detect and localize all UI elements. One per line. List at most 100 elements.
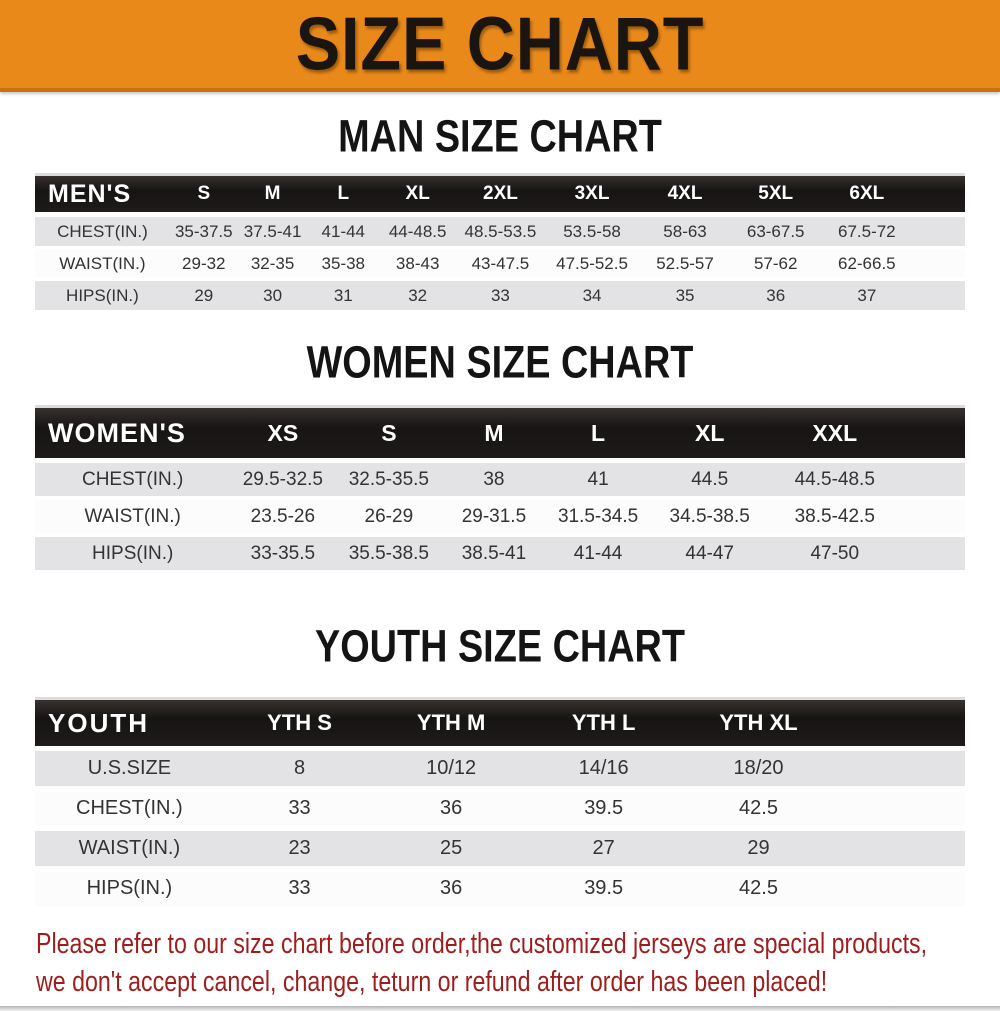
table-row: CHEST(IN.) 33 36 39.5 42.5 (35, 791, 965, 831)
size-value-cell: 36 (375, 791, 527, 831)
size-value-cell: 29-32 (169, 249, 238, 281)
size-value-cell: 23.5-26 (230, 500, 336, 537)
size-value-cell: 41-44 (307, 217, 380, 249)
men-size-table: MEN'S S M L XL 2XL 3XL 4XL 5XL 6XL CHEST(IN.) 35-37… (35, 173, 965, 313)
size-value-cell: 39.5 (526, 871, 681, 911)
size-value-cell: 14/16 (526, 751, 681, 791)
table-header-row: MEN'S S M L XL 2XL 3XL 4XL 5XL 6XL (35, 173, 965, 217)
size-value-cell: 30 (237, 281, 308, 313)
size-value-cell: 67.5-72 (820, 217, 913, 249)
size-value-cell: 10/12 (375, 751, 527, 791)
row-spacer (836, 871, 965, 911)
row-spacer (900, 463, 965, 500)
size-value-cell: 39.5 (526, 791, 681, 831)
size-value-cell: 53.5-58 (544, 217, 640, 249)
row-spacer (836, 791, 965, 831)
size-column-header: 4XL (639, 173, 731, 217)
table-row: HIPS(IN.) 33 36 39.5 42.5 (35, 871, 965, 911)
size-value-cell: 42.5 (680, 791, 837, 831)
size-value-cell: 36 (375, 871, 527, 911)
table-row: CHEST(IN.) 29.5-32.5 32.5-35.5 38 41 44.5 44.5… (35, 463, 965, 500)
size-value-cell: 18/20 (680, 751, 837, 791)
measurement-row-label: WAIST(IN.) (35, 831, 224, 871)
table-row: CHEST(IN.) 35-37.5 37.5-41 41-44 44-48.5 48.5… (35, 217, 965, 249)
table-header-row: YOUTH YTH S YTH M YTH L YTH XL (35, 697, 965, 751)
size-value-cell: 31 (307, 281, 380, 313)
size-column-header: XS (230, 405, 336, 463)
size-column-header: XL (379, 173, 457, 217)
size-value-cell: 38-43 (379, 249, 457, 281)
size-column-header: XXL (768, 405, 901, 463)
measurement-row-label: U.S.SIZE (35, 751, 224, 791)
table-group-label: WOMEN'S (35, 405, 231, 463)
row-spacer (912, 217, 965, 249)
size-value-cell: 52.5-57 (639, 249, 731, 281)
size-value-cell: 36 (730, 281, 821, 313)
bottom-shadow (0, 1006, 1000, 1011)
size-value-cell: 25 (375, 831, 527, 871)
size-column-header: 3XL (544, 173, 640, 217)
row-spacer (900, 500, 965, 537)
measurement-row-label: HIPS(IN.) (35, 281, 170, 313)
size-value-cell: 33 (223, 871, 376, 911)
size-value-cell: 32.5-35.5 (335, 463, 443, 500)
table-group-label: MEN'S (35, 173, 170, 217)
size-value-cell: 33 (223, 791, 376, 831)
table-row: HIPS(IN.) 29 30 31 32 33 34 35 36 37 (35, 281, 965, 313)
size-column-header: 6XL (820, 173, 913, 217)
table-group-label: YOUTH (35, 697, 224, 751)
size-column-header: YTH S (223, 697, 376, 751)
size-value-cell: 38.5-41 (442, 537, 546, 574)
size-value-cell: 35.5-38.5 (335, 537, 443, 574)
table-row: WAIST(IN.) 23.5-26 26-29 29-31.5 31.5-34.5 34… (35, 500, 965, 537)
youth-section: YOUTH SIZE CHART YOUTH YTH S YTH M YTH L YTH… (0, 621, 1000, 911)
size-value-cell: 26-29 (335, 500, 443, 537)
youth-size-table: YOUTH YTH S YTH M YTH L YTH XL U.S.SIZE 8 10/12… (35, 697, 965, 911)
row-spacer (912, 249, 965, 281)
size-value-cell: 37.5-41 (237, 217, 308, 249)
size-value-cell: 44.5-48.5 (768, 463, 901, 500)
measurement-row-label: CHEST(IN.) (35, 791, 224, 831)
size-column-header: YTH L (526, 697, 681, 751)
size-column-header: L (545, 405, 651, 463)
size-value-cell: 34.5-38.5 (650, 500, 769, 537)
row-spacer (900, 537, 965, 574)
size-value-cell: 38.5-42.5 (768, 500, 901, 537)
size-value-cell: 62-66.5 (820, 249, 913, 281)
women-size-table: WOMEN'S XS S M L XL XXL CHEST(IN.) 29.5-32.5 32.5… (35, 405, 965, 574)
size-value-cell: 47-50 (768, 537, 901, 574)
measurement-row-label: WAIST(IN.) (35, 249, 170, 281)
table-header-row: WOMEN'S XS S M L XL XXL (35, 405, 965, 463)
size-value-cell: 47.5-52.5 (544, 249, 640, 281)
size-value-cell: 8 (223, 751, 376, 791)
table-row: U.S.SIZE 8 10/12 14/16 18/20 (35, 751, 965, 791)
table-row: WAIST(IN.) 29-32 32-35 35-38 38-43 43-47.5 47.… (35, 249, 965, 281)
size-value-cell: 44-48.5 (379, 217, 457, 249)
row-spacer (836, 751, 965, 791)
youth-section-title: YOUTH SIZE CHART (314, 621, 685, 673)
size-column-header: S (335, 405, 443, 463)
size-value-cell: 33 (456, 281, 545, 313)
size-column-header: 2XL (456, 173, 545, 217)
size-value-cell: 29 (680, 831, 837, 871)
notice-line-2: we don't accept cancel, change, teturn o… (36, 966, 828, 998)
size-column-header: YTH XL (680, 697, 837, 751)
size-value-cell: 35 (639, 281, 731, 313)
size-value-cell: 41-44 (545, 537, 651, 574)
size-value-cell: 33-35.5 (230, 537, 336, 574)
women-section-title: WOMEN SIZE CHART (306, 337, 694, 389)
size-value-cell: 32 (379, 281, 457, 313)
size-value-cell: 38 (442, 463, 546, 500)
size-value-cell: 44-47 (650, 537, 769, 574)
table-row: WAIST(IN.) 23 25 27 29 (35, 831, 965, 871)
measurement-row-label: CHEST(IN.) (35, 463, 231, 500)
size-column-header: L (307, 173, 380, 217)
size-value-cell: 42.5 (680, 871, 837, 911)
size-value-cell: 29.5-32.5 (230, 463, 336, 500)
size-column-header: XL (650, 405, 769, 463)
size-column-header: S (169, 173, 238, 217)
size-value-cell: 29 (169, 281, 238, 313)
size-value-cell: 27 (526, 831, 681, 871)
order-notice: Please refer to our size chart before or… (0, 925, 1000, 1001)
